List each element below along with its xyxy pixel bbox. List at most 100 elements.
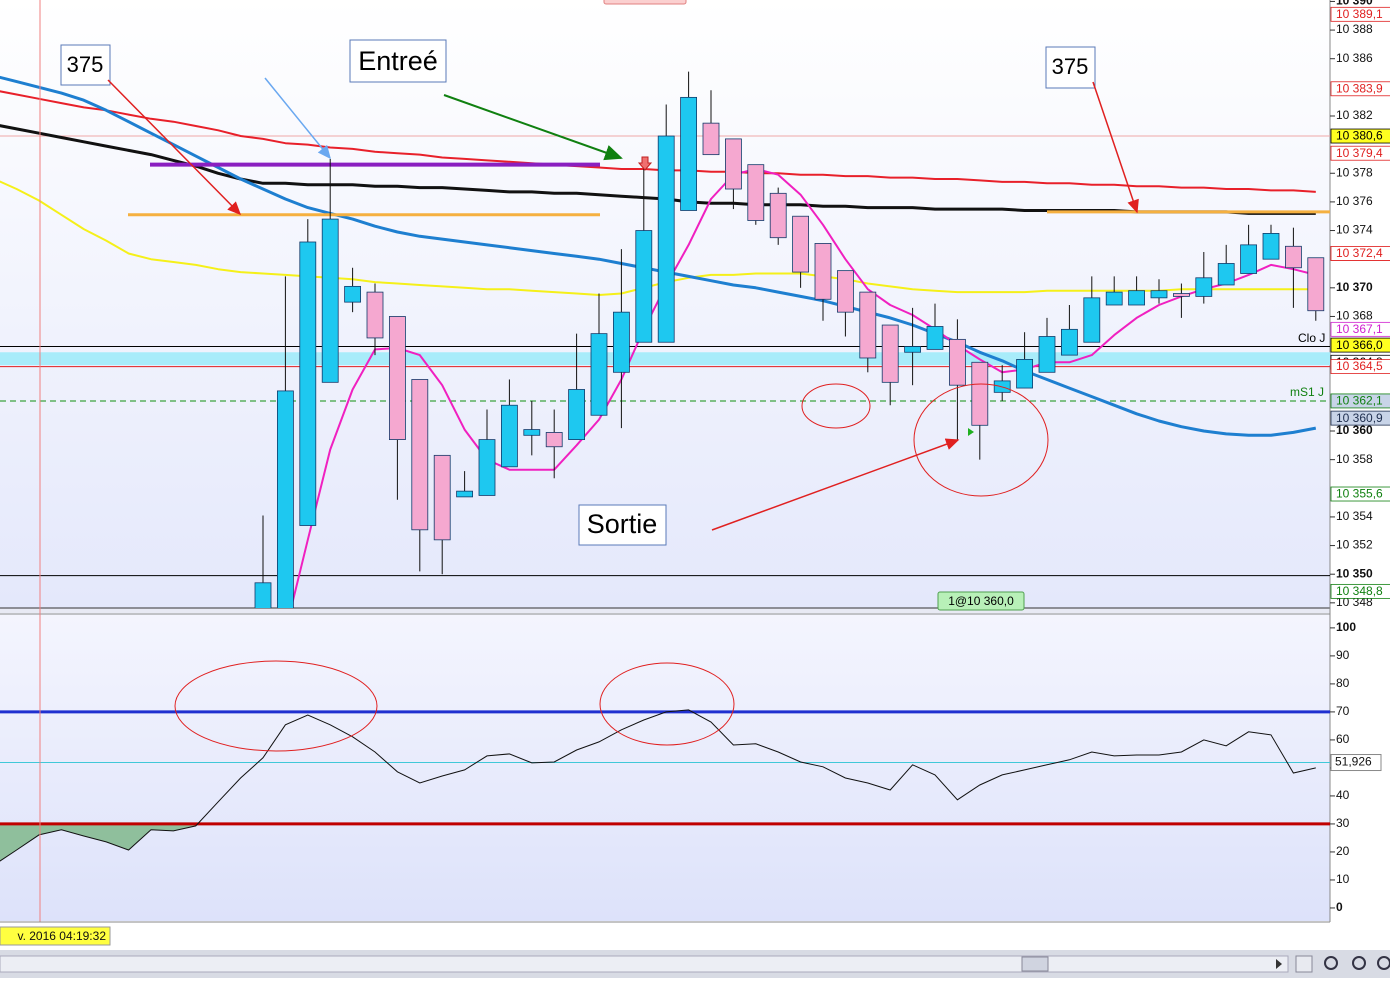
circle [913,383,1049,497]
price-tag [1330,410,1390,426]
annotation-box [349,39,447,83]
candle-body [523,429,541,436]
candle-body [1173,293,1190,297]
price-tag-label: 10 380,6 [1336,129,1383,143]
price-plot [0,71,1330,608]
level-text: Clo J [1298,331,1325,345]
candle-body [478,439,496,496]
price-tag-label: 10 362,1 [1336,394,1383,408]
scroll-thumb[interactable] [1021,956,1049,972]
price-tag [1330,6,1390,22]
level-tag-label: 51,926 [1335,755,1372,769]
annotation-text: 375 [67,52,104,77]
level-tag [1330,754,1382,772]
circle [599,662,735,746]
support-zone [0,352,1330,366]
y-tick-label: 10 358 [1336,452,1373,466]
candle-body [1128,290,1145,306]
y-tick-label: 20 [1336,844,1350,858]
arrow [107,79,242,216]
order-box [937,591,1025,611]
y-tick-label: 10 360 [1336,423,1373,437]
scrollbar[interactable] [0,955,1289,973]
price-tag-label: 10 372,4 [1336,246,1383,260]
candle-body [792,215,809,273]
price-tag-label: 10 383,9 [1336,81,1383,95]
arrow [443,94,623,161]
cursor-label-box [0,926,111,946]
candle-body [725,138,742,190]
candle-body [500,404,518,468]
oversold-fill [0,823,1316,861]
candle-body [814,243,832,300]
tool-button[interactable] [1295,955,1313,973]
y-tick-label: 10 354 [1336,509,1373,523]
zoom-in-button[interactable] [1377,956,1390,970]
y-tick-label: 40 [1336,788,1350,802]
candle-body [568,389,585,441]
candle-body [545,432,563,448]
arrow [711,438,960,531]
y-tick-label: 60 [1336,732,1350,746]
candle-body [1061,328,1078,356]
annotation-box [578,504,667,546]
candle-body [433,454,451,541]
top-marker [603,0,687,5]
rsi-plot [0,709,1330,862]
circle [801,383,871,429]
y-tick-label: 10 388 [1336,22,1373,36]
price-tag [1330,81,1390,97]
candle-body [366,291,384,339]
zoom-button[interactable] [1352,956,1366,970]
candle-body [837,270,854,313]
candle-body [1307,257,1325,312]
candle-body [702,122,720,156]
panel-divider [0,608,1330,615]
candle-body [1240,244,1257,274]
price-tag [1330,128,1390,144]
y-tick-label: 10 390 [1336,0,1373,8]
y-tick-label: 10 [1336,872,1350,886]
candle-body [590,333,608,416]
annotation-box [1045,46,1096,89]
price-tag-label: 10 360,9 [1336,411,1383,425]
y-tick-label: 10 374 [1336,223,1373,237]
y-tick-label: 10 382 [1336,108,1373,122]
scroll-right[interactable] [1276,959,1282,969]
moving-average [0,90,1316,193]
zoom-out-button[interactable] [1324,956,1338,970]
annotation-text: 375 [1052,54,1089,79]
price-tag [1330,393,1390,409]
candle-body [1262,233,1280,260]
arrow [1092,81,1139,214]
candle-body [1285,245,1302,269]
annotation-text: Entreé [358,46,438,76]
rsi-panel [0,615,1330,921]
candle-body [411,379,429,531]
candle-body [881,324,899,383]
circle [174,660,378,752]
candle-body [926,326,944,350]
price-tag-label: 10 389,1 [1336,7,1383,21]
price-tag [1330,321,1390,337]
candle-body [388,316,406,441]
y-tick-label: 10 376 [1336,194,1373,208]
candle-body [1105,291,1123,306]
price-tag-label: 10 366,0 [1336,338,1383,352]
candle-body [949,338,966,386]
price-tag [1330,337,1390,353]
candle-body [635,230,653,343]
candle-body [321,218,339,383]
y-tick-label: 10 378 [1336,165,1373,179]
price-tag-label: 10 367,1 [1336,322,1383,336]
moving-average [0,180,1316,296]
candle-body [344,285,362,303]
candle-body [1038,336,1056,373]
x-axis [0,922,1390,950]
candle-body [1217,263,1235,286]
candle-body [1016,359,1033,389]
y-tick-label: 10 350 [1336,566,1373,580]
candle-body [680,96,697,211]
